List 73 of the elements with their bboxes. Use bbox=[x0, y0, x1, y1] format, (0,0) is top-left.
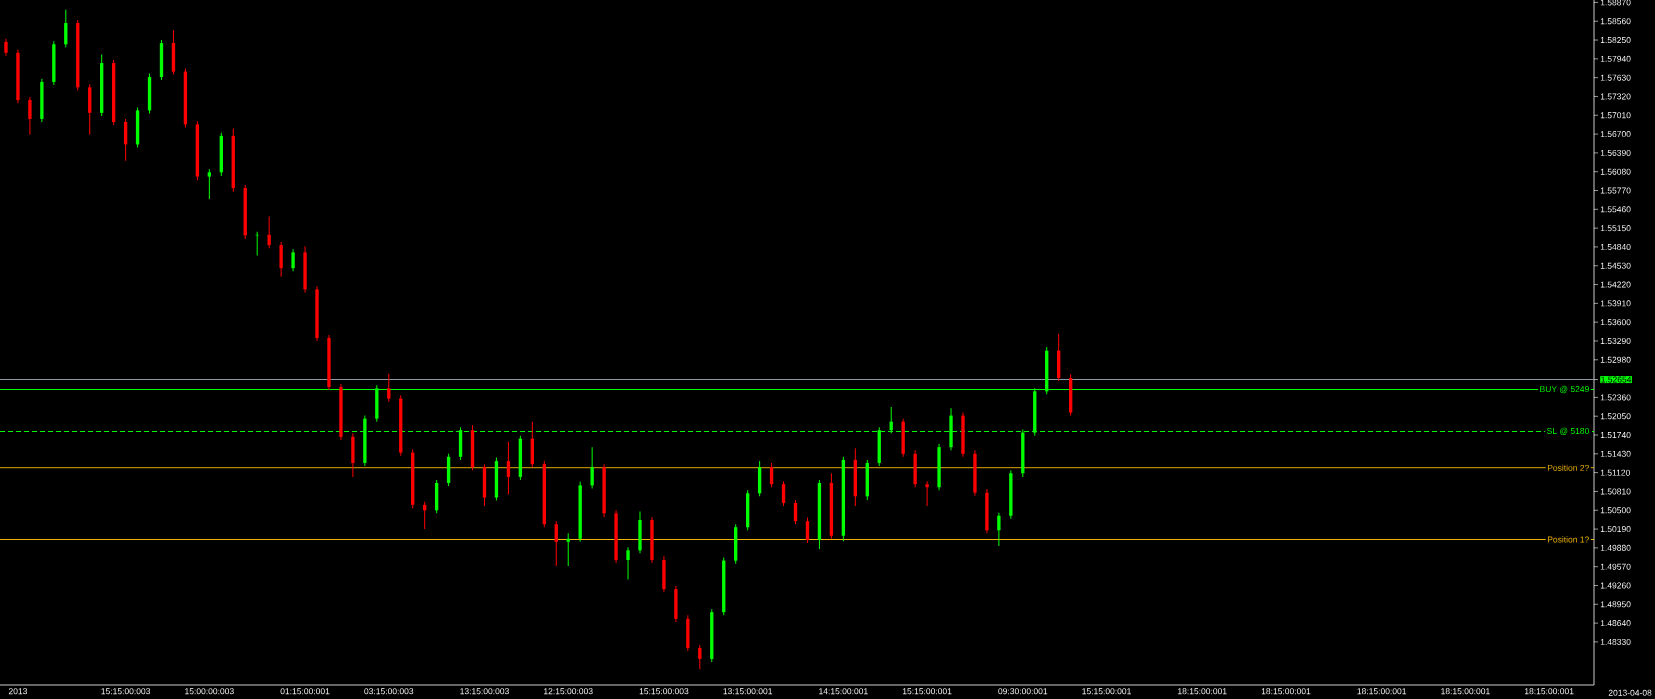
x-tick-label: 15:15:00:001 bbox=[902, 688, 952, 695]
x-tick-label: 2013 bbox=[8, 688, 28, 695]
x-tick-label: 15:00:00:003 bbox=[185, 688, 234, 695]
y-tick-label: 1.48330 bbox=[1600, 638, 1631, 645]
x-tick-label: 13:15:00:001 bbox=[723, 688, 773, 695]
candlestick bbox=[267, 216, 271, 249]
y-tick-label: 1.52654 bbox=[1601, 376, 1632, 383]
x-tick-label: 09:30:00:001 bbox=[998, 688, 1048, 695]
y-tick-label: 1.49880 bbox=[1600, 544, 1631, 551]
y-tick-label: 1.57940 bbox=[1600, 55, 1631, 62]
y-tick-label: 1.50500 bbox=[1600, 507, 1631, 514]
candlestick bbox=[590, 446, 594, 489]
x-tick-label: 03:15:00:003 bbox=[364, 688, 414, 695]
x-tick-label: 13:15:00:003 bbox=[460, 688, 509, 695]
candlestick bbox=[997, 512, 1001, 547]
y-tick-label: 1.54220 bbox=[1600, 281, 1631, 288]
ref-line-label: Position 1? bbox=[1547, 536, 1589, 543]
y-tick-label: 1.57320 bbox=[1600, 93, 1631, 100]
y-tick-label: 1.50190 bbox=[1600, 526, 1631, 533]
candlestick bbox=[387, 373, 391, 403]
y-tick-label: 1.50810 bbox=[1600, 488, 1631, 495]
candlestick bbox=[925, 480, 929, 507]
y-tick-label: 1.52980 bbox=[1600, 356, 1631, 363]
x-tick-label: 01:15:00:001 bbox=[280, 688, 330, 695]
text: 2013-04-08 bbox=[1608, 689, 1652, 696]
candlestick bbox=[626, 546, 630, 580]
y-tick-label: 1.56390 bbox=[1600, 149, 1631, 156]
x-tick-label: 18:15:00:001 bbox=[1178, 688, 1227, 695]
x-tick-label: 15:15:00:003 bbox=[101, 688, 151, 695]
ref-line-label: BUY @ 5249 bbox=[1540, 385, 1589, 394]
x-tick-label: 18:15:00:001 bbox=[1261, 688, 1311, 695]
y-tick-label: 1.52360 bbox=[1600, 394, 1631, 401]
candlestick bbox=[566, 532, 570, 567]
candlestick bbox=[506, 441, 511, 495]
x-tick-label: 14:15:00:001 bbox=[819, 688, 868, 695]
x-tick-label: 18:15:00:001 bbox=[1357, 688, 1407, 695]
y-tick-label: 1.56080 bbox=[1600, 168, 1631, 175]
y-tick-label: 1.53910 bbox=[1600, 300, 1631, 307]
y-tick-label: 1.53290 bbox=[1600, 337, 1631, 344]
y-tick-label: 1.54840 bbox=[1600, 243, 1631, 250]
candlestick bbox=[554, 520, 558, 567]
ref-line-label: Position 2? bbox=[1547, 464, 1589, 471]
y-tick-label: 1.51120 bbox=[1600, 469, 1630, 476]
x-tick-label: 18:15:00:001 bbox=[1441, 688, 1490, 695]
x-tick-label: 15:15:00:001 bbox=[1082, 688, 1131, 695]
y-tick-label: 1.51740 bbox=[1600, 432, 1631, 439]
y-tick-label: 1.49570 bbox=[1600, 563, 1631, 570]
y-tick-label: 1.57630 bbox=[1600, 74, 1631, 81]
y-tick-label: 1.55770 bbox=[1600, 187, 1631, 194]
y-tick-label: 1.48950 bbox=[1600, 601, 1631, 608]
y-tick-label: 1.54530 bbox=[1600, 262, 1631, 269]
y-tick-label: 1.55150 bbox=[1600, 225, 1631, 232]
y-tick-label: 1.57010 bbox=[1600, 112, 1631, 119]
y-tick-label: 1.51430 bbox=[1600, 450, 1631, 457]
y-tick-label: 1.53600 bbox=[1600, 319, 1631, 326]
x-tick-label: 12:15:00:003 bbox=[544, 688, 593, 695]
y-tick-label: 1.58870 bbox=[1600, 0, 1631, 6]
ref-line-label: SL @ 5180 bbox=[1547, 427, 1589, 436]
y-tick-label: 1.52050 bbox=[1600, 413, 1631, 420]
x-tick-label: 15:15:00:003 bbox=[639, 688, 689, 695]
y-tick-label: 1.48640 bbox=[1600, 620, 1631, 627]
candlestick bbox=[207, 168, 212, 200]
candlestick bbox=[279, 241, 283, 278]
y-tick-label: 1.58560 bbox=[1600, 18, 1631, 25]
y-tick-label: 1.49260 bbox=[1600, 582, 1631, 589]
candlestick bbox=[805, 517, 810, 544]
x-tick-label: 18:15:00:001 bbox=[1524, 688, 1574, 695]
candlestick bbox=[781, 480, 786, 507]
candlestick bbox=[291, 248, 295, 272]
y-tick-label: 1.56700 bbox=[1600, 131, 1631, 138]
y-tick-label: 1.58250 bbox=[1600, 37, 1631, 44]
candlestick bbox=[28, 96, 32, 136]
y-tick-label: 1.55460 bbox=[1600, 206, 1631, 213]
